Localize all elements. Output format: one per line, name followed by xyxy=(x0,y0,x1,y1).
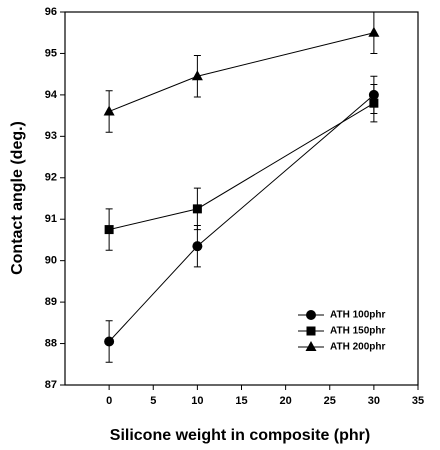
legend-marker xyxy=(306,326,316,336)
x-tick-label: 20 xyxy=(280,395,292,407)
x-tick-label: 5 xyxy=(150,395,156,407)
legend-marker xyxy=(306,310,316,320)
x-tick-label: 0 xyxy=(106,395,112,407)
x-tick-label: 15 xyxy=(235,395,247,407)
y-tick-label: 92 xyxy=(45,172,57,184)
x-axis-title: Silicone weight in composite (phr) xyxy=(110,427,370,444)
x-tick-label: 35 xyxy=(412,395,424,407)
y-tick-label: 87 xyxy=(45,379,57,391)
data-point xyxy=(368,26,380,37)
y-tick-label: 90 xyxy=(45,255,57,267)
y-tick-label: 93 xyxy=(45,130,57,142)
legend-label: ATH 100phr xyxy=(330,310,385,321)
y-tick-label: 96 xyxy=(45,6,57,18)
series-line xyxy=(108,32,374,112)
y-tick-label: 95 xyxy=(45,47,57,59)
y-tick-label: 91 xyxy=(45,213,57,225)
legend-marker xyxy=(305,341,317,351)
data-point xyxy=(104,336,115,347)
y-tick-label: 88 xyxy=(45,337,57,349)
legend-label: ATH 150phr xyxy=(330,326,385,337)
y-tick-label: 94 xyxy=(45,89,58,101)
data-point xyxy=(103,105,115,116)
series-line xyxy=(109,102,375,231)
data-point xyxy=(191,70,203,81)
y-axis-title: Contact angle (deg.) xyxy=(9,121,26,275)
data-point xyxy=(192,241,203,252)
x-tick-label: 30 xyxy=(368,395,380,407)
data-point xyxy=(192,204,202,214)
data-point xyxy=(369,98,379,108)
x-tick-label: 25 xyxy=(324,395,336,407)
x-tick-label: 10 xyxy=(191,395,203,407)
data-point xyxy=(104,225,114,235)
series-line xyxy=(108,94,375,342)
legend-label: ATH 200phr xyxy=(330,342,385,353)
y-tick-label: 89 xyxy=(45,296,57,308)
